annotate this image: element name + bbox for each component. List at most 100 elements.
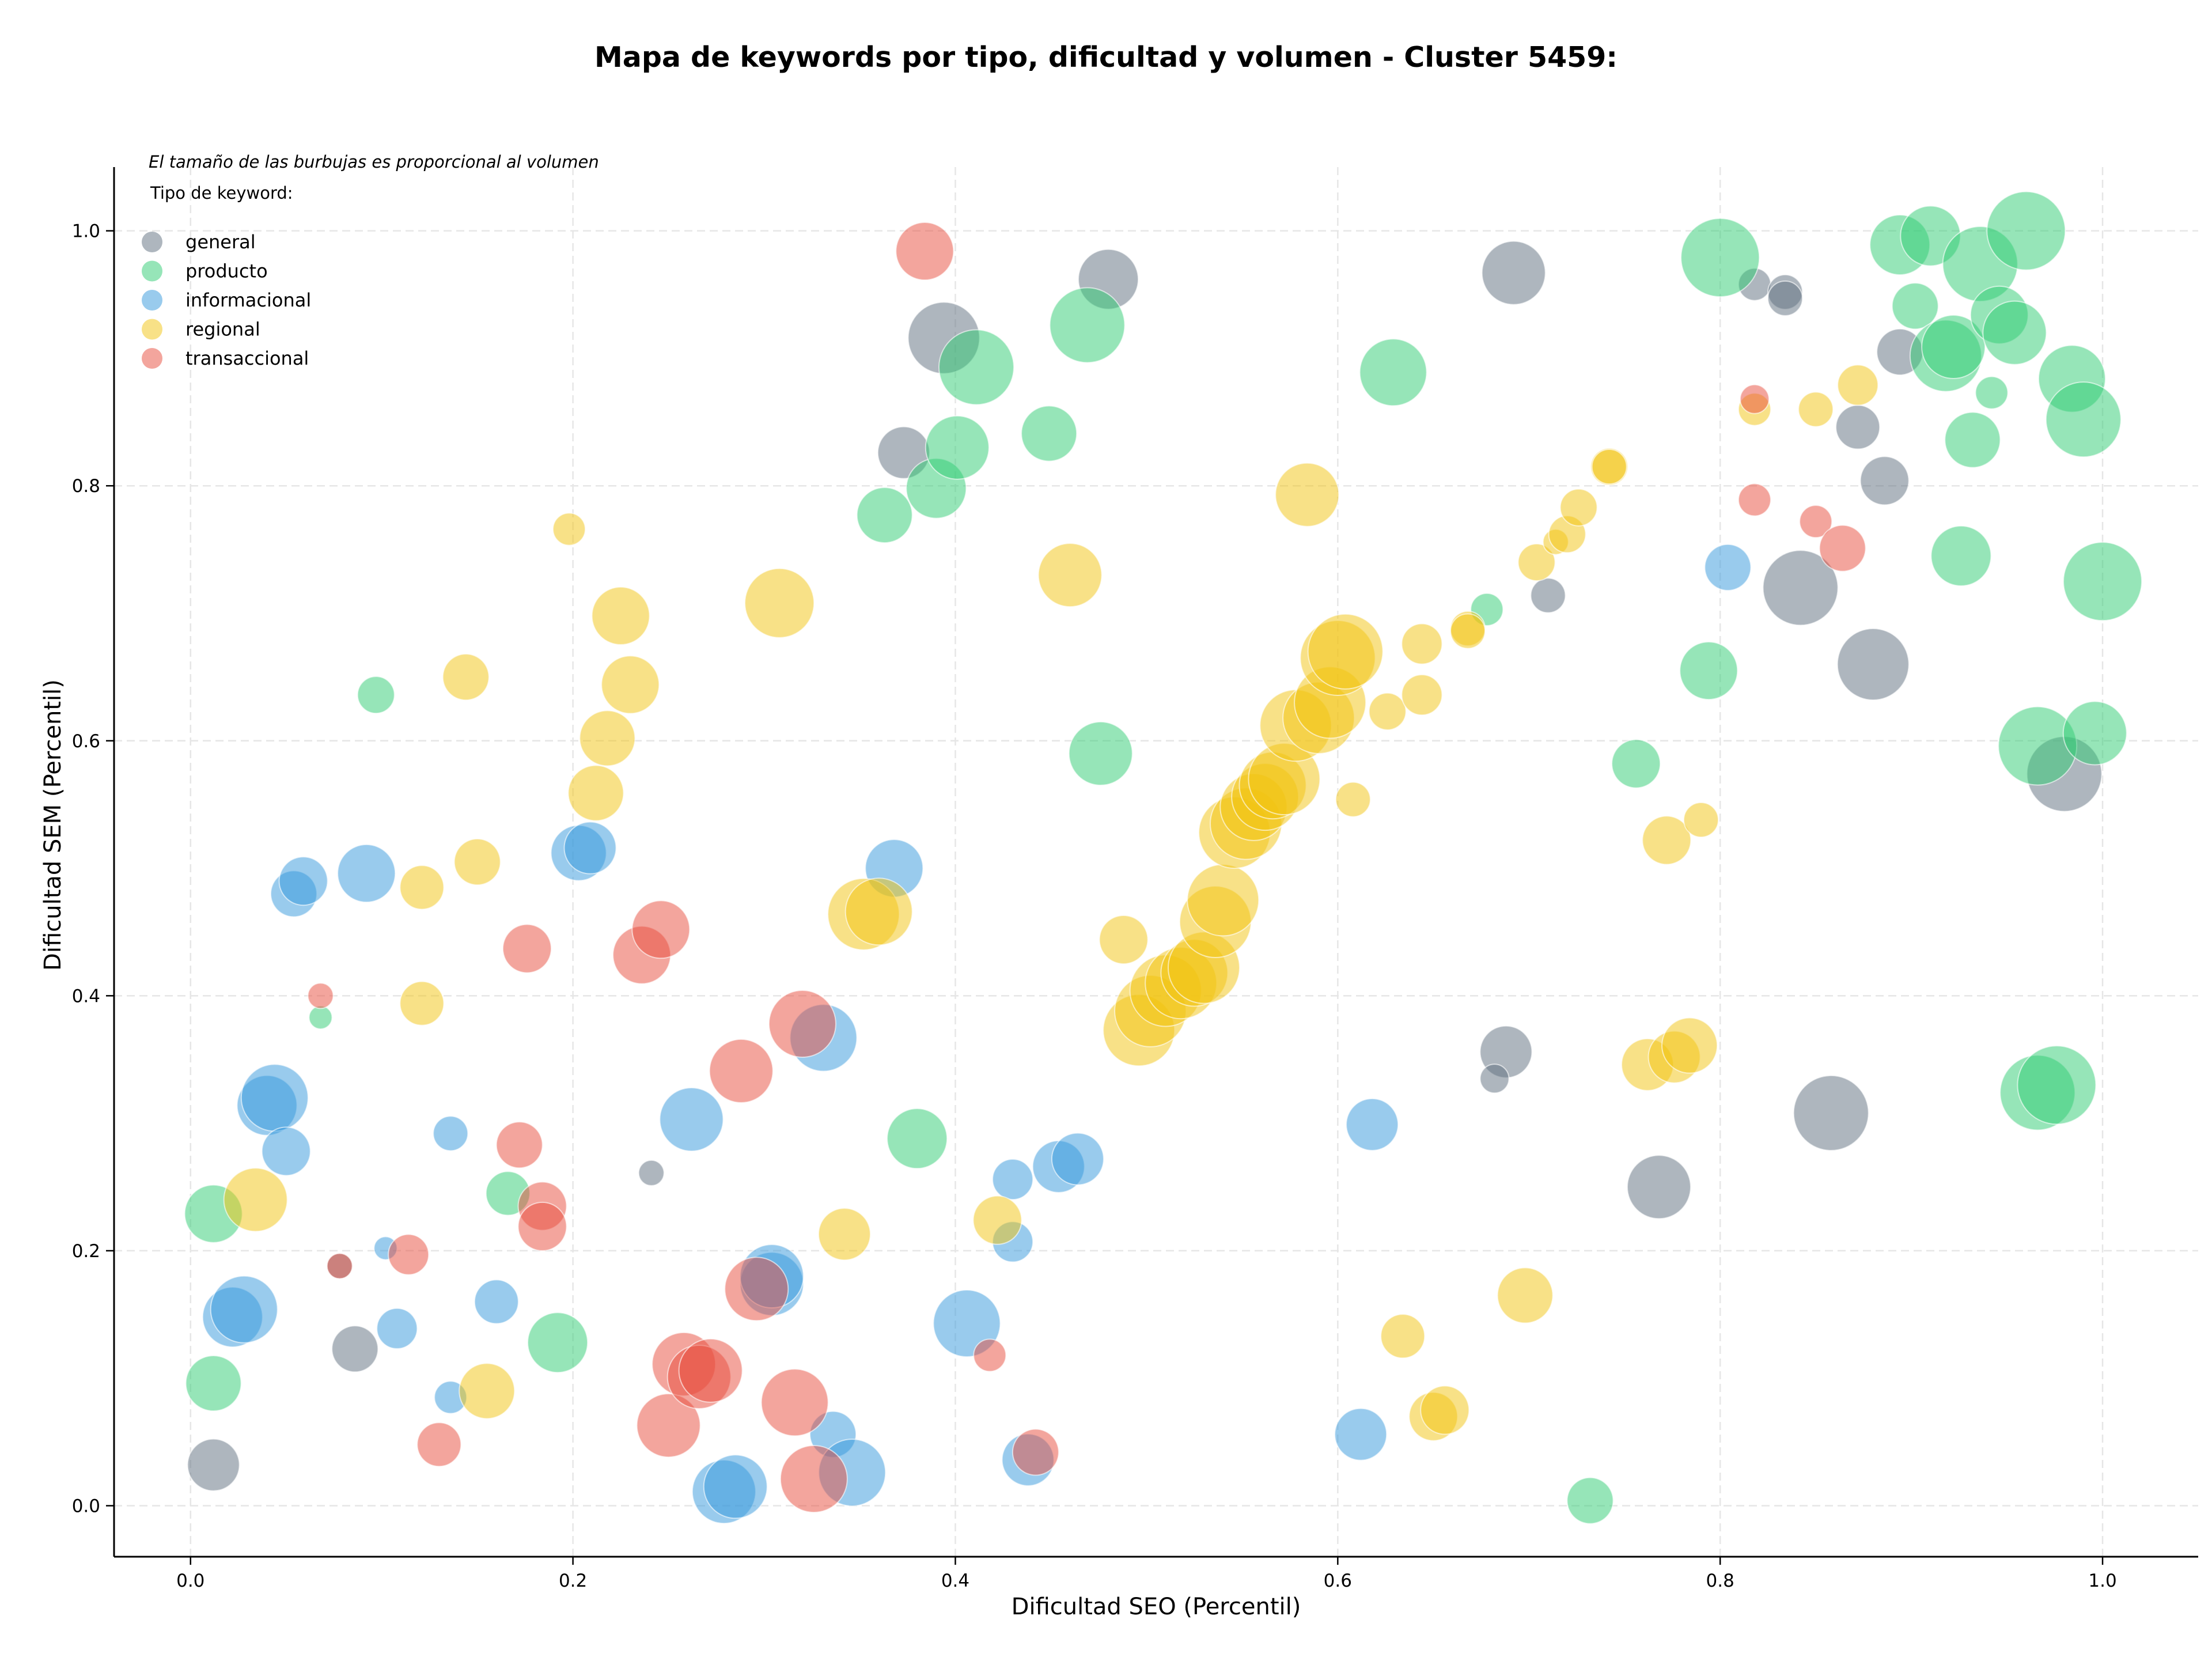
y-tick-label: 1.0 <box>72 221 100 242</box>
data-point <box>1819 524 1866 572</box>
data-point <box>887 1108 948 1170</box>
data-point <box>1051 1132 1104 1186</box>
x-tick-label: 0.0 <box>176 1571 204 1591</box>
data-point <box>278 856 328 906</box>
data-point <box>636 1393 701 1458</box>
data-point <box>210 1275 278 1344</box>
data-point <box>895 222 955 281</box>
data-point <box>1626 1155 1691 1220</box>
x-axis-label: Dificultad SEO (Percentil) <box>1012 1594 1301 1620</box>
data-point <box>357 676 395 714</box>
data-point <box>1642 815 1692 865</box>
data-point <box>1068 721 1133 786</box>
data-point <box>1380 1314 1426 1359</box>
data-point <box>779 1445 848 1514</box>
data-point <box>1307 613 1384 690</box>
y-axis-label: Dificultad SEM (Percentil) <box>40 679 66 971</box>
legend-label: general <box>185 231 256 253</box>
data-point <box>1401 674 1443 716</box>
data-point <box>1481 240 1546 305</box>
data-point <box>223 1167 288 1232</box>
data-point <box>388 1234 430 1276</box>
data-point <box>1891 282 1939 330</box>
data-point <box>1611 739 1661 789</box>
data-point <box>563 821 617 875</box>
legend-marker <box>142 232 162 252</box>
data-point <box>442 653 490 701</box>
data-point <box>709 1038 774 1103</box>
data-point <box>1099 914 1149 964</box>
legend-marker <box>142 290 162 311</box>
data-point <box>453 838 501 886</box>
y-tick-label: 0.4 <box>72 986 100 1007</box>
data-point <box>399 981 445 1026</box>
series-producto <box>184 191 2143 1524</box>
data-point <box>552 512 586 546</box>
data-point <box>1793 1074 1869 1151</box>
data-point <box>703 1454 768 1519</box>
data-point <box>1737 483 1771 517</box>
data-point <box>856 487 913 544</box>
x-tick-label: 0.8 <box>1706 1571 1734 1591</box>
chart-title: Mapa de keywords por tipo, dificultad y … <box>594 41 1618 74</box>
series-general <box>187 240 2103 1492</box>
x-tick-label: 0.4 <box>941 1571 969 1591</box>
series-regional <box>223 364 1879 1441</box>
legend-label: transaccional <box>185 347 309 369</box>
data-point <box>1921 315 1986 380</box>
data-point <box>1497 1267 1554 1324</box>
data-point <box>601 655 660 714</box>
data-point <box>724 1257 789 1322</box>
data-point <box>261 1126 311 1176</box>
data-point <box>326 1253 353 1280</box>
x-tick-label: 1.0 <box>2088 1571 2116 1591</box>
legend-marker <box>142 348 162 369</box>
data-point <box>1835 404 1881 450</box>
data-point <box>1837 364 1879 406</box>
data-point <box>591 586 650 645</box>
data-point <box>638 1159 665 1186</box>
data-point <box>495 1121 543 1169</box>
data-point <box>1517 543 1556 581</box>
legend-title: Tipo de keyword: <box>150 183 293 203</box>
legend-label: informacional <box>185 289 311 311</box>
data-point <box>1859 456 1910 506</box>
data-point <box>337 843 396 903</box>
y-tick-label: 0.0 <box>72 1496 100 1516</box>
data-point <box>1986 191 2066 271</box>
data-point <box>744 567 815 638</box>
data-point <box>1982 300 2047 365</box>
data-point <box>844 877 913 946</box>
data-point <box>760 1368 829 1437</box>
x-tick-label: 0.6 <box>1324 1571 1352 1591</box>
data-point <box>331 1325 379 1373</box>
data-point <box>1683 801 1719 838</box>
data-point <box>1187 864 1260 937</box>
data-point <box>1739 384 1770 414</box>
data-point <box>1530 577 1566 614</box>
data-point <box>678 1338 743 1403</box>
data-point <box>817 1208 871 1261</box>
data-point <box>938 329 1014 406</box>
data-point <box>1401 623 1443 665</box>
data-point <box>1591 449 1627 485</box>
series-transaccional <box>307 222 1866 1514</box>
legend-marker <box>142 319 162 340</box>
legend-items: general producto informacional regional tran… <box>142 231 311 369</box>
data-point <box>1566 1477 1614 1524</box>
data-point <box>474 1279 519 1325</box>
legend-label: regional <box>185 319 260 340</box>
data-point <box>1346 1098 1399 1151</box>
data-point <box>579 710 636 767</box>
data-point <box>1334 1408 1388 1461</box>
y-tick-label: 0.6 <box>72 731 100 752</box>
data-point <box>973 1338 1007 1372</box>
data-point <box>1420 1385 1470 1435</box>
data-point <box>1799 505 1833 539</box>
data-point <box>1998 706 2078 786</box>
data-point <box>2063 542 2143 622</box>
data-point <box>399 865 445 910</box>
data-point <box>1762 550 1839 626</box>
data-point <box>972 1195 1022 1245</box>
data-point <box>527 1312 589 1374</box>
